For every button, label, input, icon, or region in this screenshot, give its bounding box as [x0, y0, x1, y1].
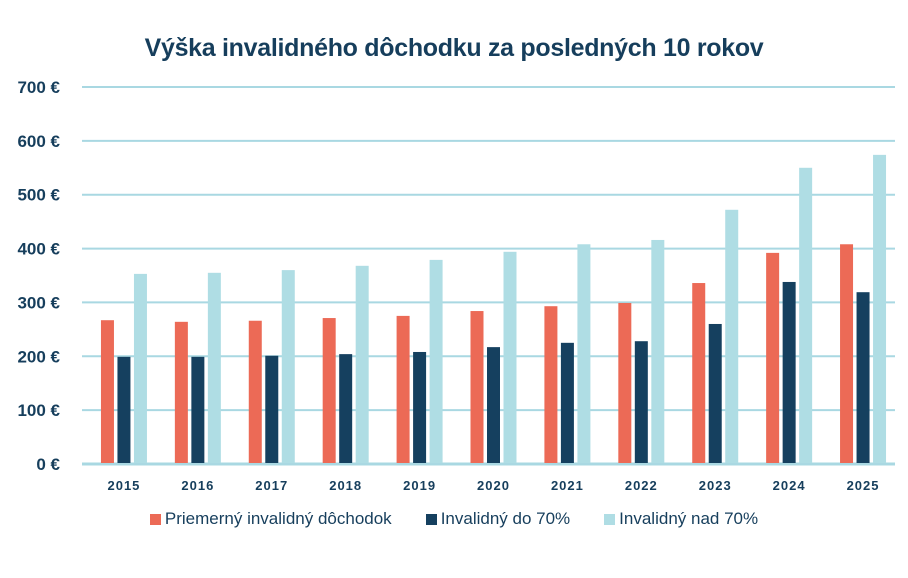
x-tick-label: 2016: [181, 478, 214, 493]
legend-swatch: [425, 513, 437, 525]
bar-2022-series-1: [634, 341, 648, 463]
bar-2021-series-0: [544, 306, 558, 463]
bar-2022-series-2: [651, 239, 665, 463]
bar-2017-series-2: [281, 270, 295, 463]
bar-2020-series-1: [487, 347, 500, 463]
legend-label: Priemerný invalidný dôchodok: [164, 509, 392, 528]
bar-2022-series-0: [618, 302, 632, 463]
bar-2016-series-1: [191, 356, 205, 463]
legend-swatch: [604, 513, 616, 525]
bar-2023-series-2: [725, 209, 739, 463]
bar-2024-series-0: [766, 252, 780, 463]
bar-2021-series-1: [560, 342, 574, 463]
y-tick-label: 200 €: [17, 347, 60, 366]
x-axis-ticks: 2015 2016 2017 2018 2019 2020 2021 2022 2023 2024…: [107, 478, 880, 493]
bar-2015-series-1: [117, 356, 131, 463]
bar-2023-series-0: [692, 283, 706, 463]
legend-item: Invalidný nad 70%: [604, 509, 758, 529]
y-tick-label: 300 €: [17, 293, 60, 312]
bar-2016-series-2: [207, 272, 221, 463]
bar-2015-series-0: [100, 320, 114, 463]
x-tick-label: 2018: [329, 478, 362, 493]
x-tick-label: 2023: [699, 478, 732, 493]
bar-2019-series-2: [429, 259, 443, 463]
bar-2019-series-1: [413, 351, 427, 463]
bar-2020-series-2: [503, 251, 517, 463]
x-tick-label: 2019: [403, 478, 436, 493]
bar-2023-series-1: [708, 323, 722, 463]
bar-2025-series-2: [873, 154, 887, 464]
bar-2024-series-1: [782, 281, 796, 463]
y-tick-label: 600 €: [17, 132, 60, 151]
legend-item: Invalidný do 70%: [425, 509, 571, 529]
legend-label: Invalidný do 70%: [440, 509, 571, 528]
bar-2018-series-2: [355, 265, 369, 463]
x-tick-label: 2024: [773, 478, 806, 493]
legend-item: Priemerný invalidný dôchodok: [149, 509, 392, 529]
bar-2015-series-2: [133, 273, 147, 463]
bar-2016-series-0: [174, 321, 188, 463]
bar-2024-series-2: [799, 167, 813, 464]
x-tick-label: 2020: [477, 478, 510, 493]
x-tick-label: 2022: [625, 478, 658, 493]
bars: [100, 154, 887, 464]
bar-2018-series-1: [339, 354, 353, 463]
x-tick-label: 2017: [255, 478, 288, 493]
bar-2025-series-1: [856, 292, 870, 463]
bar-2017-series-1: [265, 355, 279, 463]
y-tick-label: 700 €: [17, 78, 60, 97]
x-tick-label: 2021: [551, 478, 584, 493]
y-tick-label: 500 €: [17, 186, 60, 205]
legend-label: Invalidný nad 70%: [619, 509, 759, 528]
legend-swatch: [149, 513, 161, 525]
bar-2018-series-0: [322, 318, 336, 463]
x-tick-label: 2015: [107, 478, 140, 493]
bar-2021-series-2: [577, 244, 591, 463]
bar-2017-series-0: [248, 320, 262, 463]
legend: Priemerný invalidný dôchodok Invalidný do…: [0, 509, 908, 529]
y-axis-ticks: 0 € 100 € 200 € 300 € 400 € 500 € 600 € 700 €: [17, 78, 60, 474]
bar-2020-series-0: [470, 311, 484, 463]
x-tick-label: 2025: [847, 478, 880, 493]
y-tick-label: 100 €: [17, 401, 60, 420]
y-tick-label: 0 €: [36, 455, 60, 474]
bar-2025-series-0: [840, 244, 854, 463]
y-tick-label: 400 €: [17, 240, 60, 259]
bar-2019-series-0: [396, 315, 410, 463]
chart-title: Výška invalidného dôchodku za posledných…: [144, 34, 764, 62]
